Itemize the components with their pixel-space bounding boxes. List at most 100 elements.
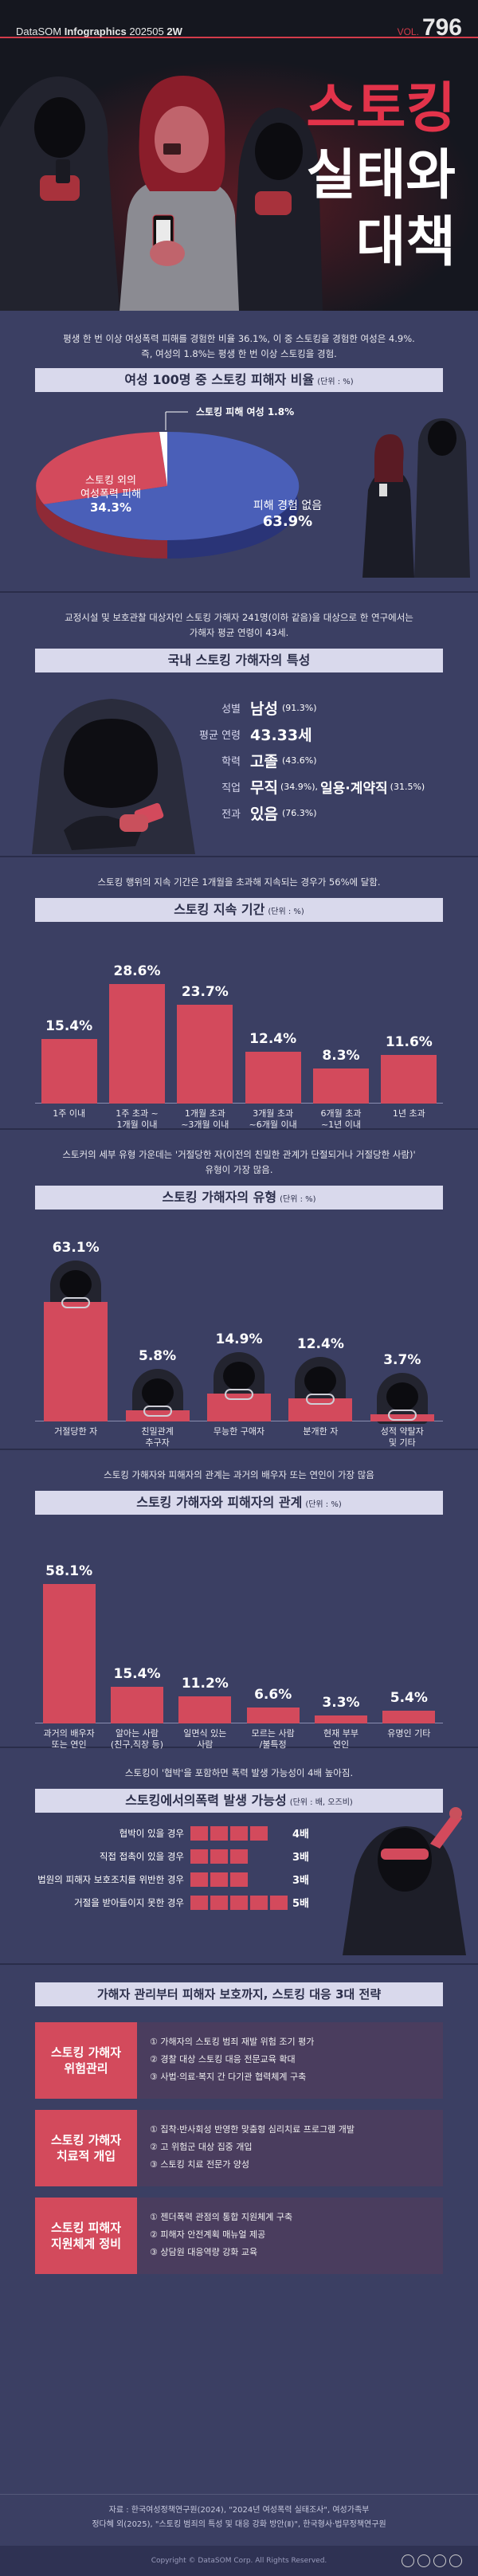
odds-row-value: 3배 (292, 1875, 310, 1887)
section-violence-risk: 스토킹이 '협박'을 포함하면 폭력 발생 가능성이 4배 높아짐. 스토킹에서… (0, 1748, 478, 1963)
pie-label-none: 피해 경험 없음 63.9% (253, 500, 323, 530)
bar-column: 5.4% 유명인 기타 (382, 1690, 436, 1739)
bar-value-label: 12.4% (249, 1030, 297, 1047)
section-offender-profile: 교정시설 및 보호관찰 대상자인 스토킹 가해자 241명(이하 같음)을 대상… (0, 593, 478, 856)
handcuffs-icon (225, 1388, 253, 1400)
pie-slice-no-experience (44, 431, 300, 540)
bar (41, 1039, 97, 1104)
bar-category-label: 성적 약탈자 및 기타 (381, 1426, 424, 1449)
footer: 자료 : 한국여성정책연구원(2024), "2024년 여성폭력 실태조사",… (0, 2494, 478, 2576)
bar-label-line: (친구,직장 등) (110, 1739, 164, 1750)
bar-label-line: 성적 약탈자 (380, 1426, 424, 1437)
strategy-list: 스토킹 가해자 위험관리 ① 가해자의 스토킹 범죄 재발 위험 조기 평가 ② 경찰… (0, 2022, 478, 2274)
odds-row: 거절을 받아들이지 못한 경우 5배 (35, 1891, 354, 1914)
bar-label-line: 추구자 (145, 1437, 170, 1448)
section-title: 스토킹에서의폭력 발생 가능성 (단위 : 배, 오즈비) (35, 1789, 443, 1813)
odds-cell (270, 1895, 288, 1910)
section-title: 여성 100명 중 스토킹 피해자 비율 (단위 : %) (35, 368, 443, 392)
strategy-item: ③ 사법·의료·복지 간 다기관 협력체계 구축 (150, 2072, 307, 2082)
bar (288, 1356, 353, 1421)
bar-label-line: 유명인 기타 (387, 1728, 431, 1739)
bar-category-label: 분개한 자 (303, 1426, 338, 1437)
section-intro: 스토킹 행위의 지속 기간은 1개월을 초과해 지속되는 경우가 56%에 달함… (97, 876, 381, 888)
nc-icon (433, 2554, 446, 2567)
bar (313, 1068, 369, 1104)
odds-cell (270, 1872, 288, 1887)
header-rule (0, 37, 478, 38)
bar (44, 1261, 108, 1421)
pie-slice-other-violence (36, 432, 167, 504)
odds-cell (270, 1849, 288, 1864)
section-strategies: 가해자 관리부터 피해자 보호까지, 스토킹 대응 3대 전략 스토킹 가해자 위… (0, 1965, 478, 2284)
section-offender-types: 스토커의 세부 유형 가운데는 '거절당한 자(이전의 친밀한 관계가 단절되거… (0, 1130, 478, 1449)
strategy-card: 스토킹 가해자 위험관리 ① 가해자의 스토킹 범죄 재발 위험 조기 평가 ② 경찰… (35, 2022, 443, 2099)
strategy-heading: 스토킹 가해자 치료적 개입 (35, 2110, 137, 2186)
odds-cell (210, 1872, 228, 1887)
strategy-items: ① 젠더폭력 관점의 통합 지원체계 구축 ② 피해자 안전계획 매뉴얼 제공 ③ … (137, 2198, 443, 2274)
masked-offender-illustration (343, 1807, 466, 1955)
bar-value-label: 3.3% (322, 1695, 360, 1711)
chart-baseline (35, 1103, 443, 1104)
odds-row: 법원의 피해자 보호조치를 위반한 경우 3배 (35, 1868, 354, 1891)
bar-category-label: 친밀관계 추구자 (141, 1426, 173, 1449)
copyright: Copyright © DataSOM Corp. All Rights Res… (151, 2557, 327, 2565)
handcuffs-icon (143, 1406, 172, 1417)
bar (125, 1369, 190, 1421)
odds-cell (250, 1825, 268, 1841)
bar-label-line: 과거의 배우자 (43, 1728, 95, 1739)
bar (207, 1351, 271, 1421)
bar-category-label: 1주 이내 (53, 1108, 85, 1119)
odds-cell (230, 1825, 248, 1841)
bar-label-line: 1개월 이내 (116, 1119, 158, 1130)
bar-value-label: 11.2% (181, 1676, 229, 1692)
bar-category-label: 유명인 기타 (387, 1728, 430, 1739)
bar (246, 1708, 300, 1723)
by-icon (417, 2554, 430, 2567)
strategy-heading: 스토킹 피해자 지원체계 정비 (35, 2198, 137, 2274)
volume-badge: VOL. 796 (397, 14, 462, 41)
section-intro: 평생 한 번 이상 여성폭력 피해를 경험한 비율 36.1%, 이 중 스토킹… (63, 333, 415, 344)
bar-value-label: 58.1% (45, 1563, 93, 1579)
hooded-offender-illustration (32, 699, 195, 854)
bar-category-label: 1주 초과 ~1개월 이내 (116, 1108, 159, 1131)
bar-column: 28.6% 1주 초과 ~1개월 이내 (109, 963, 165, 1130)
odds-row-label: 법원의 피해자 보호조치를 위반한 경우 (37, 1873, 184, 1885)
bar-category-label: 6개월 초과 ~1년 이내 (321, 1108, 362, 1131)
bar (177, 1004, 233, 1104)
odds-cell (270, 1826, 288, 1841)
strategy-item: ① 집착·반사회성 반영한 맞춤형 심리치료 프로그램 개발 (150, 2124, 355, 2135)
bar-value-label: 11.6% (385, 1034, 433, 1051)
bar-column: 11.2% 일면식 있는 사람 (178, 1676, 232, 1750)
bar-label-line: 현재 부부 (323, 1728, 358, 1739)
section-duration: 스토킹 행위의 지속 기간은 1개월을 초과해 지속되는 경우가 56%에 달함… (0, 857, 478, 1131)
bar-label-line: 및 기타 (388, 1437, 416, 1448)
odds-cell (190, 1895, 208, 1910)
bar-category-label: 3개월 초과 ~6개월 이내 (249, 1108, 297, 1131)
bar-value-label: 15.4% (113, 1665, 161, 1682)
section-title: 스토킹 지속 기간 (단위 : %) (35, 898, 443, 922)
strategy-items: ① 가해자의 스토킹 범죄 재발 위험 조기 평가 ② 경찰 대상 스토킹 대응 … (137, 2022, 443, 2099)
section-intro: 스토킹이 '협박'을 포함하면 폭력 발생 가능성이 4배 높아짐. (124, 1767, 354, 1778)
odds-cell (230, 1849, 248, 1864)
odds-row: 협박이 있을 경우 4배 (35, 1821, 354, 1845)
strategy-item: ① 가해자의 스토킹 범죄 재발 위험 조기 평가 (150, 2037, 315, 2047)
strategy-item: ② 고 위험군 대상 집중 개입 (150, 2142, 253, 2152)
odds-cell (250, 1895, 268, 1910)
strategy-item: ② 피해자 안전계획 매뉴얼 제공 (150, 2229, 266, 2240)
bar-value-label: 3.7% (383, 1352, 421, 1369)
bar (382, 1710, 436, 1723)
source-note: 자료 : 한국여성정책연구원(2024), "2024년 여성폭력 실태조사",… (108, 2506, 370, 2515)
bar-label-line: 알아는 사람 (115, 1728, 159, 1739)
strategy-card: 스토킹 피해자 지원체계 정비 ① 젠더폭력 관점의 통합 지원체계 구축 ② 피해자… (35, 2198, 443, 2274)
bar-value-label: 63.1% (52, 1240, 100, 1256)
bar (370, 1373, 434, 1425)
bar-column: 11.6% 1년 초과 (381, 1034, 437, 1119)
strategy-item: ① 젠더폭력 관점의 통합 지원체계 구축 (150, 2212, 293, 2222)
section-intro: 교정시설 및 보호관찰 대상자인 스토킹 가해자 241명(이하 같음)을 대상… (65, 612, 413, 623)
strategy-items: ① 집착·반사회성 반영한 맞춤형 심리치료 프로그램 개발 ② 고 위험군 대상… (137, 2110, 443, 2186)
bar-column: 3.7% 성적 약탈자 및 기타 (370, 1352, 434, 1448)
section-title: 스토킹 가해자와 피해자의 관계 (단위 : %) (35, 1491, 443, 1515)
strategy-item: ③ 상담원 대응역량 강화 교육 (150, 2247, 258, 2257)
odds-cell (190, 1872, 208, 1887)
